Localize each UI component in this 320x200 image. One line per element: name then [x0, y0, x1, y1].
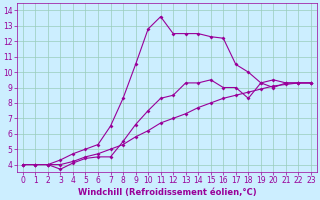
X-axis label: Windchill (Refroidissement éolien,°C): Windchill (Refroidissement éolien,°C) — [77, 188, 256, 197]
